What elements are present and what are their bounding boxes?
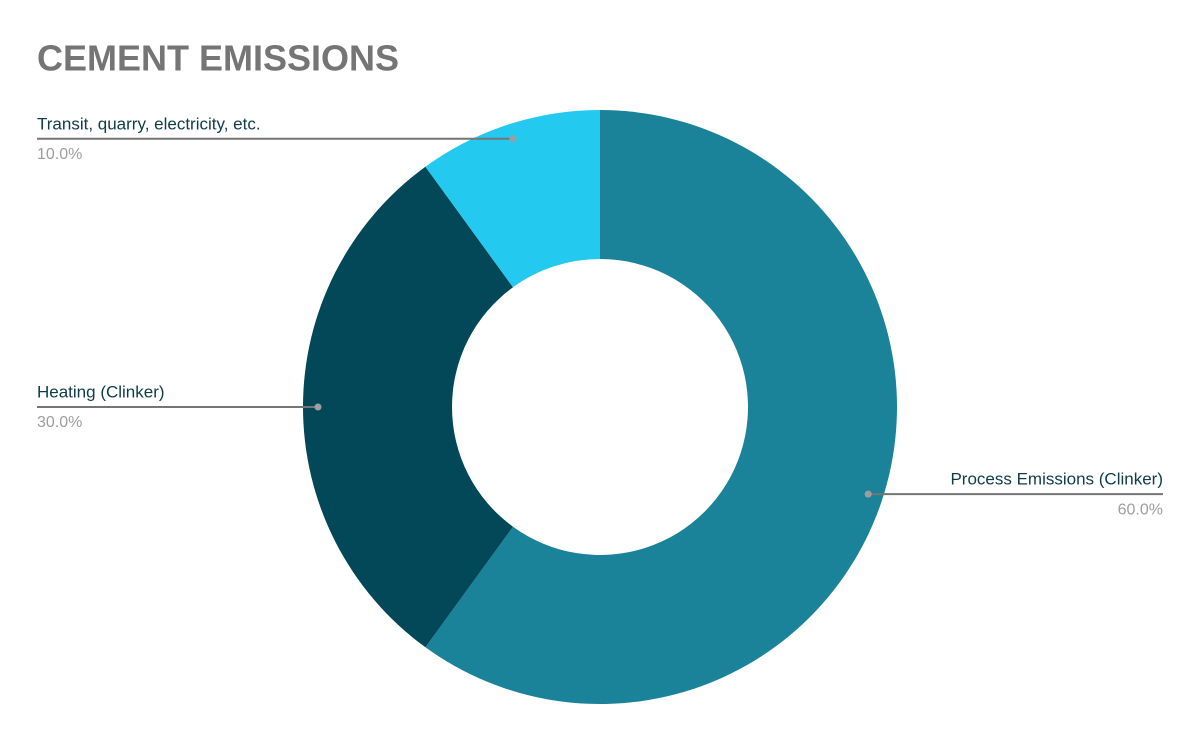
value-label: 60.0% <box>1118 501 1163 518</box>
leader-dot <box>864 490 872 498</box>
value-label: 10.0% <box>37 146 82 163</box>
slice-label: Process Emissions (Clinker) <box>950 470 1163 489</box>
slice <box>425 110 897 705</box>
slice <box>302 166 514 648</box>
slice <box>425 110 600 288</box>
value-label: 30.0% <box>37 414 82 431</box>
leader-dot <box>314 403 322 411</box>
slice-label: Transit, quarry, electricity, etc. <box>37 114 261 133</box>
chart-title: CEMENT EMISSIONS <box>37 38 399 79</box>
leader-dot <box>509 135 517 143</box>
slice-label: Heating (Clinker) <box>37 382 165 401</box>
